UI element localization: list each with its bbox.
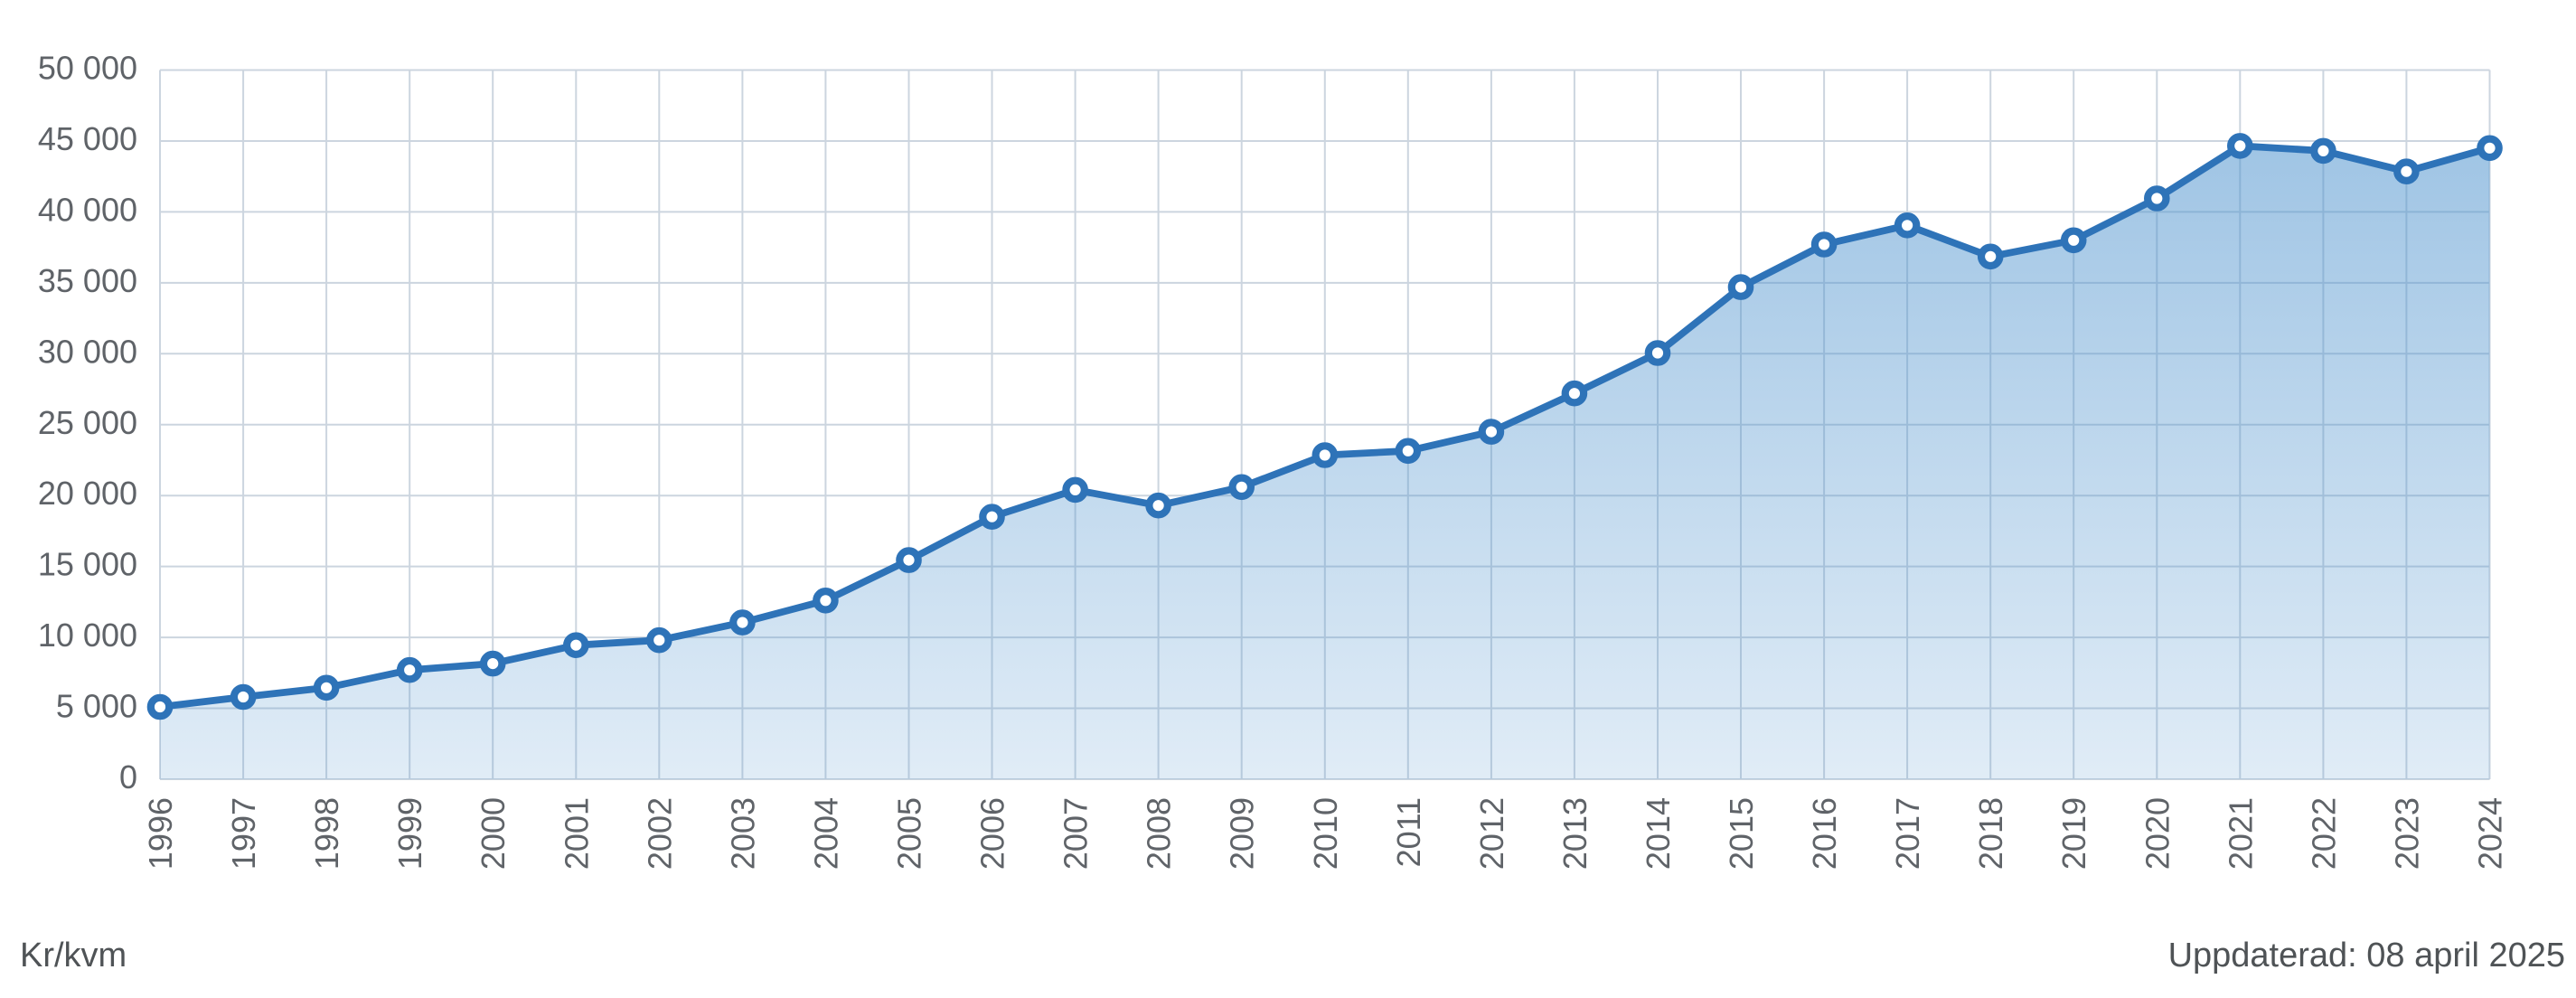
- svg-text:2002: 2002: [641, 797, 678, 870]
- svg-text:2008: 2008: [1141, 797, 1178, 870]
- svg-text:1996: 1996: [142, 797, 179, 870]
- svg-text:25 000: 25 000: [38, 404, 137, 441]
- svg-text:2018: 2018: [1972, 797, 2009, 870]
- svg-text:30 000: 30 000: [38, 333, 137, 370]
- svg-text:2012: 2012: [1473, 797, 1510, 870]
- svg-text:2023: 2023: [2388, 797, 2425, 870]
- svg-text:2024: 2024: [2472, 797, 2509, 870]
- svg-text:50 000: 50 000: [38, 50, 137, 87]
- svg-text:2022: 2022: [2305, 797, 2342, 870]
- svg-text:2015: 2015: [1723, 797, 1760, 870]
- svg-text:Uppdaterad: 08 april 2025: Uppdaterad: 08 april 2025: [2168, 937, 2565, 974]
- svg-text:0: 0: [119, 758, 137, 796]
- svg-text:1999: 1999: [391, 797, 428, 870]
- svg-text:2013: 2013: [1556, 797, 1594, 870]
- svg-text:2011: 2011: [1390, 797, 1427, 867]
- svg-text:2009: 2009: [1224, 797, 1261, 870]
- svg-text:2019: 2019: [2055, 797, 2092, 870]
- svg-text:2021: 2021: [2222, 797, 2259, 870]
- svg-text:45 000: 45 000: [38, 120, 137, 157]
- svg-text:2000: 2000: [475, 797, 512, 870]
- svg-text:2006: 2006: [974, 797, 1011, 870]
- svg-text:2007: 2007: [1058, 797, 1095, 870]
- svg-text:35 000: 35 000: [38, 262, 137, 299]
- svg-text:10 000: 10 000: [38, 617, 137, 654]
- svg-text:40 000: 40 000: [38, 191, 137, 228]
- svg-text:2001: 2001: [558, 797, 595, 870]
- svg-text:2017: 2017: [1889, 797, 1926, 870]
- svg-text:20 000: 20 000: [38, 475, 137, 512]
- svg-text:2020: 2020: [2139, 797, 2176, 870]
- svg-text:15 000: 15 000: [38, 546, 137, 583]
- svg-text:2004: 2004: [807, 797, 844, 870]
- svg-text:5 000: 5 000: [56, 688, 137, 725]
- svg-text:1998: 1998: [308, 797, 345, 870]
- svg-text:2003: 2003: [724, 797, 761, 870]
- svg-text:Kr/kvm: Kr/kvm: [20, 937, 127, 974]
- svg-text:2016: 2016: [1806, 797, 1843, 870]
- svg-text:2010: 2010: [1307, 797, 1344, 870]
- svg-text:2014: 2014: [1640, 797, 1677, 870]
- svg-text:1997: 1997: [225, 797, 262, 870]
- svg-text:2005: 2005: [891, 797, 928, 870]
